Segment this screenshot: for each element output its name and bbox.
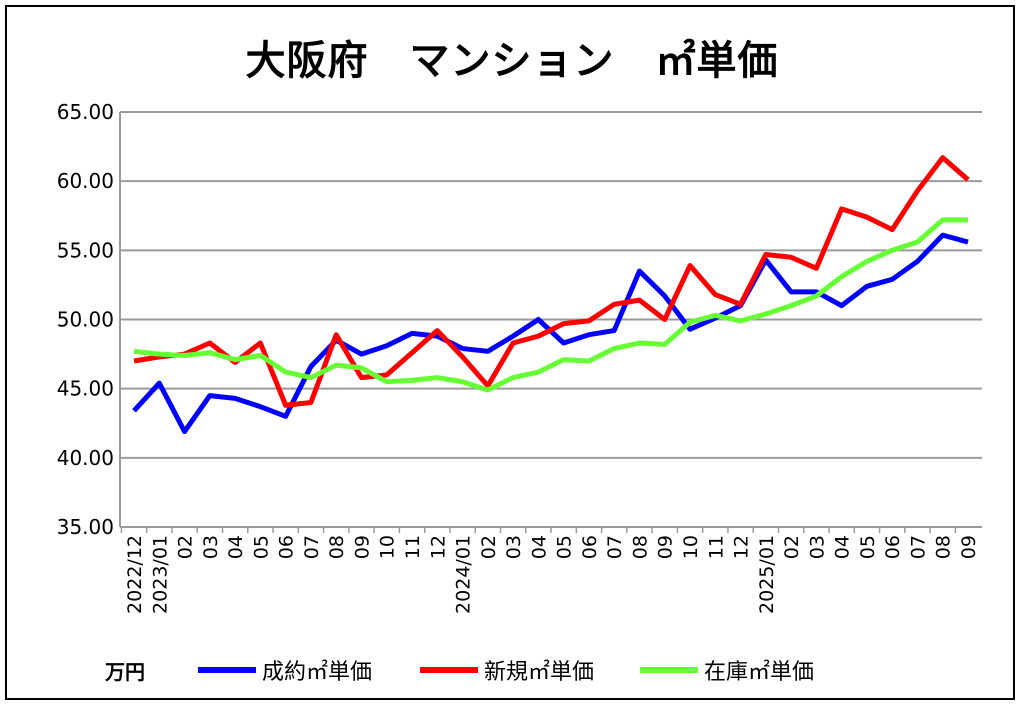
- legend-label: 成約㎡単価: [262, 660, 373, 685]
- series-line-2: [133, 217, 968, 393]
- legend-item-contract: 成約㎡単価: [198, 654, 372, 686]
- x-tick-label: 02: [175, 535, 197, 559]
- x-tick-label: 12: [731, 535, 753, 559]
- x-tick-label: 07: [604, 535, 626, 559]
- series-line-0: [132, 232, 969, 435]
- y-tick-label: 55.00: [57, 238, 114, 262]
- y-tick-label: 60.00: [57, 169, 114, 193]
- x-tick-label: 04: [225, 535, 247, 559]
- x-tick-label: 05: [857, 535, 879, 559]
- x-tick-label: 2025/01: [756, 535, 778, 614]
- x-tick-label: 08: [326, 535, 348, 559]
- x-tick-label: 2022/12: [124, 535, 146, 614]
- legend-item-new: 新規㎡単価: [420, 654, 594, 686]
- legend-swatch: [420, 667, 478, 673]
- x-tick-label: 08: [629, 535, 651, 559]
- legend-swatch: [198, 667, 256, 673]
- x-tick-label: 06: [882, 535, 904, 559]
- legend-swatch: [640, 667, 698, 673]
- y-tick-label: 45.00: [57, 377, 114, 401]
- chart-frame: [5, 5, 1015, 700]
- y-tick-label: 35.00: [57, 515, 114, 539]
- x-tick-label: 12: [427, 535, 449, 559]
- x-tick-label: 05: [250, 535, 272, 559]
- legend-label: 新規㎡単価: [484, 660, 595, 685]
- x-tick-label: 03: [806, 535, 828, 559]
- legend: 万円 成約㎡単価 新規㎡単価 在庫㎡単価: [0, 650, 1024, 686]
- x-tick-label: 03: [200, 535, 222, 559]
- y-tick-label: 65.00: [57, 100, 114, 124]
- x-tick-label: 06: [579, 535, 601, 559]
- x-tick-label: 02: [781, 535, 803, 559]
- x-tick-label: 09: [958, 535, 980, 559]
- x-tick-label: 09: [351, 535, 373, 559]
- x-tick-label: 10: [377, 535, 399, 559]
- x-tick-label: 07: [301, 535, 323, 559]
- x-tick-label: 2023/01: [149, 535, 171, 614]
- y-tick-label: 40.00: [57, 446, 114, 470]
- x-tick-label: 10: [680, 535, 702, 559]
- x-tick-label: 08: [933, 535, 955, 559]
- x-tick-label: 04: [832, 535, 854, 559]
- legend-label: 在庫㎡単価: [704, 660, 815, 685]
- x-tick-label: 04: [528, 535, 550, 559]
- y-tick-label: 50.00: [57, 308, 114, 332]
- series-line-1: [133, 155, 970, 408]
- x-tick-label: 11: [705, 535, 727, 559]
- x-tick-label: 09: [655, 535, 677, 559]
- x-tick-label: 11: [402, 535, 424, 559]
- x-tick-label: 06: [276, 535, 298, 559]
- x-tick-label: 05: [554, 535, 576, 559]
- x-tick-label: 03: [503, 535, 525, 559]
- x-tick-label: 07: [907, 535, 929, 559]
- x-tick-label: 02: [478, 535, 500, 559]
- legend-item-stock: 在庫㎡単価: [640, 654, 814, 686]
- chart-title: 大阪府 マンション ㎡単価: [245, 38, 779, 84]
- unit-label: 万円: [105, 660, 145, 684]
- x-tick-label: 2024/01: [453, 535, 475, 614]
